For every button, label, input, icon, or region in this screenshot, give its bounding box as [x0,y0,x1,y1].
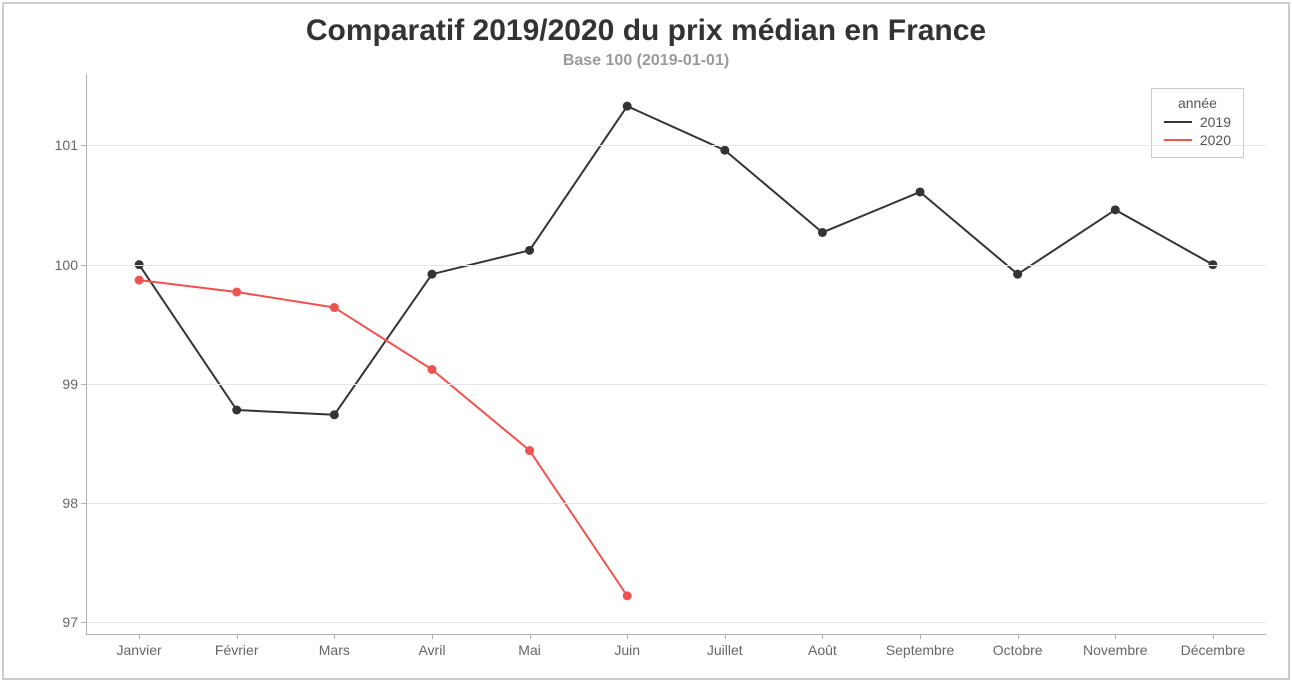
data-point[interactable] [232,406,241,415]
ytick-label: 98 [62,495,86,511]
gridline-y [86,503,1266,504]
data-point[interactable] [525,246,534,255]
data-point[interactable] [525,446,534,455]
series-line-2019 [139,106,1213,415]
data-point[interactable] [818,228,827,237]
ytick-label: 101 [55,137,86,153]
data-point[interactable] [720,146,729,155]
xtick-label: Octobre [993,634,1043,658]
data-point[interactable] [135,276,144,285]
legend-label: 2019 [1200,113,1231,131]
gridline-y [86,622,1266,623]
legend-title: année [1164,95,1231,111]
legend: année 20192020 [1151,88,1244,158]
legend-swatch [1164,139,1192,141]
data-point[interactable] [330,303,339,312]
data-point[interactable] [427,365,436,374]
xtick-label: Avril [418,634,445,658]
ytick-label: 99 [62,376,86,392]
chart-title: Comparatif 2019/2020 du prix médian en F… [4,14,1288,48]
gridline-y [86,145,1266,146]
ytick-label: 97 [62,614,86,630]
series-layer [86,74,1266,634]
xtick-label: Décembre [1181,634,1246,658]
xtick-label: Novembre [1083,634,1148,658]
data-point[interactable] [623,102,632,111]
data-point[interactable] [623,591,632,600]
data-point[interactable] [916,187,925,196]
x-axis-line [86,634,1266,635]
plot-area: année 20192020 979899100101JanvierFévrie… [86,74,1266,634]
series-line-2020 [139,280,627,596]
xtick-label: Juillet [707,634,743,658]
legend-swatch [1164,121,1192,123]
xtick-label: Mai [518,634,541,658]
chart-container: Comparatif 2019/2020 du prix médian en F… [2,2,1290,680]
chart-subtitle: Base 100 (2019-01-01) [4,52,1288,70]
ytick-label: 100 [55,257,86,273]
data-point[interactable] [330,410,339,419]
xtick-label: Mars [319,634,350,658]
legend-item[interactable]: 2019 [1164,113,1231,131]
data-point[interactable] [1111,205,1120,214]
gridline-y [86,384,1266,385]
data-point[interactable] [1013,270,1022,279]
xtick-label: Février [215,634,259,658]
xtick-label: Janvier [117,634,162,658]
xtick-label: Septembre [886,634,954,658]
y-axis-line [86,74,87,634]
data-point[interactable] [427,270,436,279]
xtick-label: Juin [614,634,640,658]
gridline-y [86,265,1266,266]
xtick-label: Août [808,634,837,658]
data-point[interactable] [232,288,241,297]
